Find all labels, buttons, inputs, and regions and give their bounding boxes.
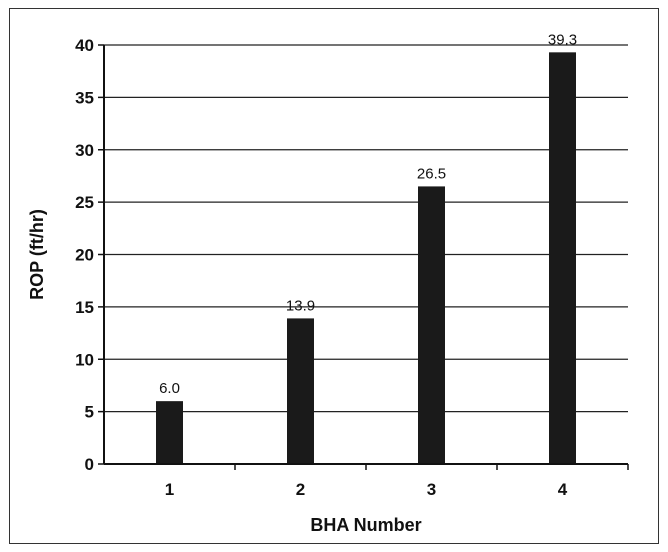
- bar-2: [287, 318, 314, 464]
- data-label-3: 26.5: [417, 165, 446, 182]
- y-axis-label: ROP (ft/hr): [27, 209, 47, 300]
- data-labels: 6.0 13.9 26.5 39.3: [159, 31, 577, 397]
- y-tick-label: 35: [75, 88, 94, 107]
- bar-4: [549, 52, 576, 465]
- y-tick-label: 30: [75, 141, 94, 160]
- y-tick-label: 20: [75, 246, 94, 265]
- bars: [156, 52, 576, 465]
- gridlines: [104, 44, 628, 413]
- x-axis-label: BHA Number: [310, 515, 421, 535]
- chart-frame: [9, 8, 659, 544]
- x-tick-label-3: 3: [427, 480, 436, 499]
- y-tick-label: 15: [75, 298, 94, 317]
- bar-3: [418, 186, 445, 464]
- y-axis-ticks: 0 5 10 15 20 25 30 35 40: [75, 36, 104, 474]
- y-tick-label: 0: [85, 455, 94, 474]
- y-tick-label: 5: [85, 403, 94, 422]
- data-label-1: 6.0: [159, 380, 180, 397]
- y-tick-label: 40: [75, 36, 94, 55]
- bar-1: [156, 401, 183, 464]
- x-tick-label-4: 4: [558, 480, 568, 499]
- x-axis-ticks: 1 2 3 4: [165, 464, 629, 499]
- data-label-2: 13.9: [286, 297, 315, 314]
- x-tick-label-1: 1: [165, 480, 174, 499]
- y-tick-label: 10: [75, 350, 94, 369]
- data-label-4: 39.3: [548, 31, 577, 48]
- y-tick-label: 25: [75, 193, 94, 212]
- x-tick-label-2: 2: [296, 480, 305, 499]
